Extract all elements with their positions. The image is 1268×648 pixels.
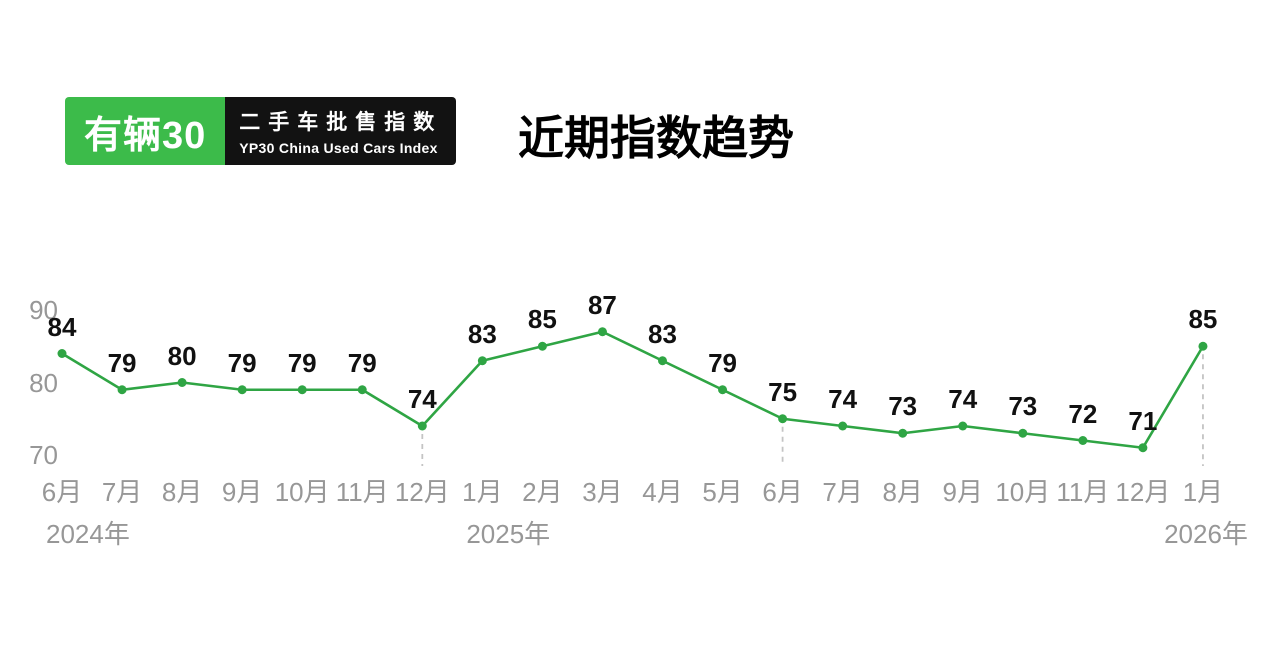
y-tick-label: 80 bbox=[29, 367, 58, 398]
brand-badge-en: YP30 China Used Cars Index bbox=[239, 140, 438, 156]
month-label: 1月 bbox=[1182, 477, 1224, 507]
data-point bbox=[838, 421, 848, 431]
data-point bbox=[537, 341, 547, 351]
month-label: 10月 bbox=[274, 477, 330, 507]
month-label: 5月 bbox=[702, 477, 743, 507]
month-label: 12月 bbox=[394, 477, 450, 507]
month-label: 8月 bbox=[882, 477, 923, 507]
month-label: 10月 bbox=[995, 477, 1051, 507]
page-title: 近期指数趋势 bbox=[518, 111, 794, 165]
year-label: 2026年 bbox=[1164, 519, 1248, 549]
value-label: 83 bbox=[467, 318, 497, 349]
value-label: 74 bbox=[948, 384, 978, 414]
data-point bbox=[1078, 436, 1088, 445]
value-label: 73 bbox=[1008, 391, 1038, 422]
month-label: 9月 bbox=[221, 477, 263, 507]
data-point bbox=[297, 385, 307, 395]
month-label: 3月 bbox=[582, 477, 623, 507]
data-point bbox=[57, 349, 67, 358]
month-label: 2月 bbox=[522, 477, 563, 507]
data-point bbox=[718, 385, 728, 395]
year-label: 2024年 bbox=[46, 519, 130, 549]
month-label: 12月 bbox=[1115, 477, 1171, 507]
value-label: 85 bbox=[1188, 304, 1218, 335]
y-tick-label: 90 bbox=[29, 295, 58, 325]
brand-badge-cn: 二手车批售指数 bbox=[239, 111, 443, 134]
value-label: 79 bbox=[227, 347, 257, 378]
month-label: 6月 bbox=[41, 477, 83, 507]
brand-logo: 有辆30 二手车批售指数 YP30 China Used Cars Index bbox=[65, 97, 457, 165]
data-point bbox=[597, 327, 607, 337]
value-label: 74 bbox=[828, 384, 858, 414]
data-point bbox=[898, 428, 908, 438]
month-label: 9月 bbox=[942, 477, 983, 507]
data-point bbox=[958, 421, 968, 431]
year-label: 2025年 bbox=[466, 519, 551, 549]
month-label: 6月 bbox=[762, 477, 803, 507]
month-label: 11月 bbox=[1056, 477, 1110, 507]
data-point bbox=[357, 385, 367, 395]
data-point bbox=[778, 414, 788, 424]
data-point bbox=[417, 421, 427, 431]
value-label: 73 bbox=[888, 391, 918, 422]
month-label: 4月 bbox=[642, 477, 683, 507]
value-label: 83 bbox=[648, 318, 677, 349]
brand-badge: 二手车批售指数 YP30 China Used Cars Index bbox=[225, 97, 457, 165]
value-label: 79 bbox=[347, 347, 377, 378]
month-label: 7月 bbox=[101, 477, 143, 507]
value-label: 87 bbox=[587, 289, 617, 320]
data-point bbox=[477, 356, 487, 366]
data-point bbox=[1198, 341, 1208, 351]
value-label: 75 bbox=[768, 376, 798, 407]
month-label: 7月 bbox=[822, 477, 863, 507]
value-label: 72 bbox=[1068, 398, 1098, 429]
value-label: 84 bbox=[47, 311, 77, 342]
month-label: 8月 bbox=[161, 477, 203, 507]
data-point bbox=[117, 385, 127, 395]
value-label: 79 bbox=[107, 347, 137, 378]
month-label: 11月 bbox=[335, 477, 389, 507]
data-point bbox=[237, 385, 247, 395]
brand-logo-mark: 有辆30 bbox=[65, 97, 226, 165]
value-label: 85 bbox=[527, 304, 557, 335]
value-label: 71 bbox=[1128, 405, 1158, 436]
data-point bbox=[658, 356, 667, 366]
month-label: 1月 bbox=[462, 477, 503, 507]
data-point bbox=[1138, 443, 1148, 453]
data-point bbox=[1018, 428, 1028, 438]
y-tick-label: 70 bbox=[29, 440, 58, 470]
value-label: 79 bbox=[708, 347, 737, 378]
data-point bbox=[177, 378, 187, 387]
value-label: 74 bbox=[407, 384, 437, 414]
value-label: 80 bbox=[167, 340, 197, 371]
value-label: 79 bbox=[287, 347, 317, 378]
